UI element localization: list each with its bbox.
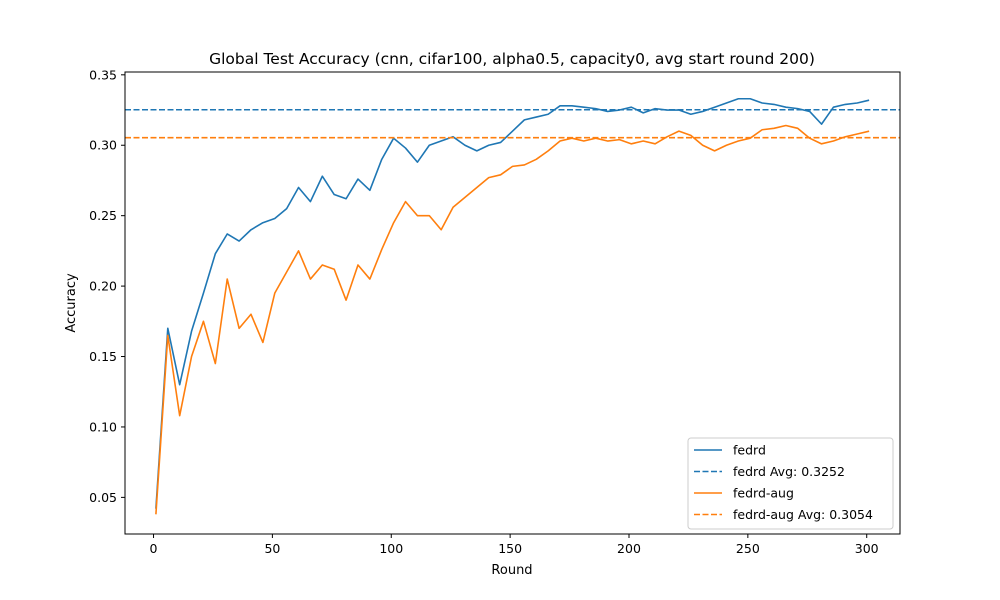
- x-tick-label: 100: [379, 541, 403, 556]
- x-tick-label: 0: [150, 541, 158, 556]
- y-tick-label: 0.10: [89, 419, 117, 434]
- legend-label: fedrd Avg: 0.3252: [733, 464, 845, 479]
- x-tick-label: 250: [736, 541, 760, 556]
- chart-title: Global Test Accuracy (cnn, cifar100, alp…: [209, 50, 815, 68]
- y-tick-label: 0.20: [89, 279, 117, 294]
- y-tick-label: 0.35: [89, 67, 117, 82]
- y-tick-label: 0.15: [89, 349, 117, 364]
- series-layer: [125, 97, 900, 515]
- y-tick-label: 0.05: [89, 490, 117, 505]
- legend-frame: [687, 437, 894, 530]
- legend: fedrd fedrd Avg: 0.3252 fedrd-aug fedrd-aug…: [687, 437, 894, 530]
- y-tick-label: 0.30: [89, 138, 117, 153]
- y-axis: 0.05 0.10 0.15 0.20 0.25 0.30 0.35: [89, 67, 125, 505]
- legend-label: fedrd-aug: [733, 486, 794, 501]
- x-axis: 0 50 100 150 200 250 300: [150, 534, 879, 556]
- legend-label: fedrd: [733, 443, 766, 458]
- legend-label: fedrd-aug Avg: 0.3054: [733, 507, 873, 522]
- x-tick-label: 150: [498, 541, 522, 556]
- x-axis-label: Round: [491, 563, 532, 578]
- plot-frame: [124, 71, 901, 535]
- y-tick-label: 0.25: [89, 208, 117, 223]
- y-axis-label: Accuracy: [64, 273, 79, 333]
- x-tick-label: 50: [264, 541, 280, 556]
- series-line-0: [155, 97, 870, 509]
- x-tick-label: 300: [855, 541, 879, 556]
- x-tick-label: 200: [617, 541, 641, 556]
